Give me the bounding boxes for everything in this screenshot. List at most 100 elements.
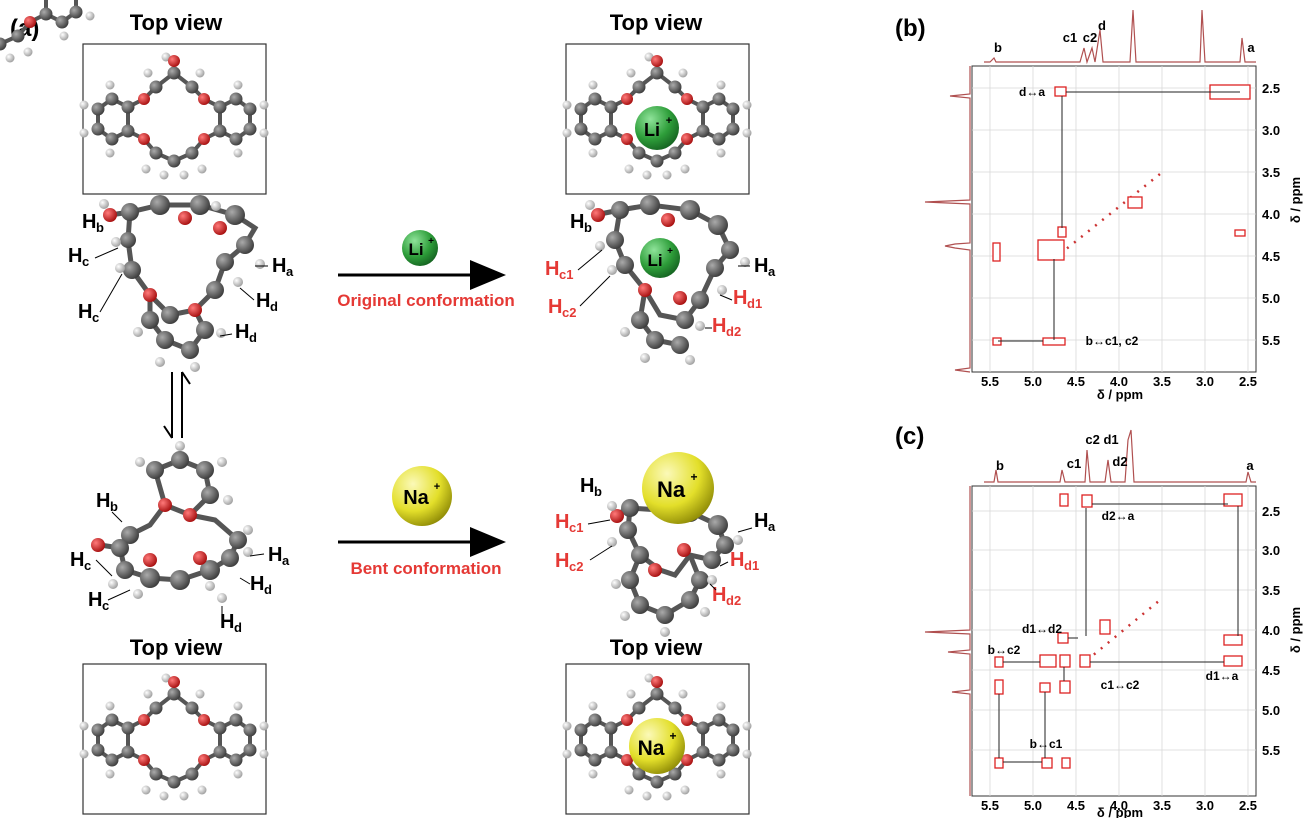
- nmr-b-y-tick-1: 2.5: [1262, 81, 1280, 96]
- nmr-b-y-tick-3: 3.5: [1262, 165, 1280, 180]
- nmr-b-peak-a: a: [1247, 40, 1255, 55]
- top-view-title-br: Top view: [610, 635, 703, 660]
- nmr-c-annot-bc2: b↔c2: [988, 643, 1021, 657]
- hc1-label-3: H: [545, 258, 559, 280]
- hd-sub-2b: d: [234, 620, 242, 635]
- hb-sub-1: b: [96, 220, 104, 235]
- hd1-label-3: H: [733, 287, 747, 309]
- nmr-c-y-tick-6: 5.0: [1262, 703, 1280, 718]
- hb-label-3: H: [570, 211, 584, 233]
- original-conformation-label: Original conformation: [337, 291, 515, 310]
- li-ion-complex-plus: +: [667, 246, 673, 257]
- hd-sub-1a: d: [270, 299, 278, 314]
- hb-label-1: H: [82, 211, 96, 233]
- ha-sub-1: a: [286, 264, 294, 279]
- nmr-b-frame: [971, 65, 1257, 373]
- top-view-title-bl: Top view: [130, 635, 223, 660]
- nmr-c-peak-b: b: [996, 458, 1004, 473]
- hd2-label-4: H: [712, 584, 726, 606]
- top-view-title-tr: Top view: [610, 10, 703, 35]
- nmr-c-x-tick-1: 5.5: [981, 798, 999, 813]
- li-plus-tv: +: [666, 115, 672, 127]
- nmr-c-annot-d1a: d1↔a: [1206, 669, 1239, 683]
- nmr-b-y-tick-6: 5.0: [1262, 291, 1280, 306]
- nmr-b-y-tick-4: 4.0: [1262, 207, 1280, 222]
- bent-conformation-label: Bent conformation: [350, 559, 501, 578]
- ha-label-1: H: [272, 255, 286, 277]
- nmr-c-annot-d1d2: d1↔d2: [1022, 622, 1062, 636]
- nmr-b-y-tick-5: 4.5: [1262, 249, 1280, 264]
- top-view-box-br: [565, 663, 750, 815]
- na-ion-complex-plus: +: [690, 470, 697, 484]
- nmr-b-x-tick-2: 5.0: [1024, 374, 1042, 389]
- hd-label-1a: H: [256, 290, 270, 312]
- hd2-label-3: H: [712, 315, 726, 337]
- ha-label-4: H: [754, 510, 768, 532]
- hd2-sub-3: d2: [726, 324, 741, 339]
- hc-label-1a: H: [68, 245, 82, 267]
- nmr-b-x-tick-6: 3.0: [1196, 374, 1214, 389]
- nmr-b-x-tick-1: 5.5: [981, 374, 999, 389]
- nmr-c-x-tick-3: 4.5: [1067, 798, 1085, 813]
- hc1-sub-3: c1: [559, 267, 573, 282]
- ha-sub-3: a: [768, 264, 776, 279]
- nmr-c-left-spectrum: [924, 486, 971, 796]
- li-ion-reagent-label: Li: [408, 240, 423, 259]
- nmr-c-y-tick-1: 2.5: [1262, 504, 1280, 519]
- nmr-b-y-tick-2: 3.0: [1262, 123, 1280, 138]
- hd-sub-2a: d: [264, 582, 272, 597]
- nmr-c-annot-bc1: b↔c1: [1030, 737, 1063, 751]
- nmr-b-x-tick-3: 4.5: [1067, 374, 1085, 389]
- nmr-c-x-tick-2: 5.0: [1024, 798, 1042, 813]
- nmr-b-annot-bc: b↔c1, c2: [1086, 334, 1139, 348]
- hd1-sub-4: d1: [744, 558, 759, 573]
- hd1-sub-3: d1: [747, 296, 762, 311]
- nmr-c-x-tick-7: 2.5: [1239, 798, 1257, 813]
- na-complex-side-view: [607, 452, 743, 637]
- hc-sub-2a: c: [84, 558, 91, 573]
- ha-label-3: H: [754, 255, 768, 277]
- hd-label-2b: H: [220, 611, 234, 633]
- hd2-sub-4: d2: [726, 593, 741, 608]
- na-ion-label-tv: Na: [638, 737, 665, 760]
- hd-label-2a: H: [250, 573, 264, 595]
- nmr-b-y-axis-label: δ / ppm: [1288, 177, 1303, 223]
- nmr-c-x-tick-6: 3.0: [1196, 798, 1214, 813]
- ha-label-2: H: [268, 544, 282, 566]
- nmr-c-annot-c1c2: c1↔c2: [1101, 678, 1140, 692]
- li-ion-reagent: [402, 230, 438, 266]
- nmr-b-peak-d: d: [1098, 18, 1106, 33]
- nmr-c-y-tick-5: 4.5: [1262, 663, 1280, 678]
- hc2-label-3: H: [548, 296, 562, 318]
- na-ion-reagent-label: Na: [403, 487, 429, 509]
- nmr-c-y-tick-4: 4.0: [1262, 623, 1280, 638]
- hc-sub-2b: c: [102, 598, 109, 613]
- hc2-label-4: H: [555, 550, 569, 572]
- nmr-c-peak-c2d1: c2 d1: [1085, 432, 1118, 447]
- nmr-c-peak-c1: c1: [1067, 456, 1081, 471]
- hb-sub-3: b: [584, 220, 592, 235]
- hc2-sub-3: c2: [562, 305, 576, 320]
- hb-sub-2: b: [110, 499, 118, 514]
- hc-sub-1b: c: [92, 310, 99, 325]
- hb-sub-4: b: [594, 484, 602, 499]
- nmr-c-y-tick-3: 3.5: [1262, 583, 1280, 598]
- hd1-label-4: H: [730, 549, 744, 571]
- top-view-box-tr: [565, 43, 750, 195]
- panel-c-label: (c): [895, 423, 924, 450]
- li-ion-reagent-plus: +: [428, 236, 434, 247]
- top-view-title-tl: Top view: [130, 10, 223, 35]
- hc-label-2b: H: [88, 589, 102, 611]
- crown-ether-top-view: [0, 0, 95, 63]
- nmr-b-top-spectrum: [984, 9, 1256, 65]
- hc1-label-4: H: [555, 511, 569, 533]
- nmr-b-y-tick-7: 5.5: [1262, 333, 1280, 348]
- hd-label-1b: H: [235, 321, 249, 343]
- crown-ether-side-bent: [91, 441, 253, 603]
- nmr-c-annot-d2a: d2↔a: [1102, 509, 1135, 523]
- li-ion-complex-label: Li: [647, 251, 662, 270]
- crown-ether-side-original: [99, 195, 265, 372]
- hc1-sub-4: c1: [569, 520, 583, 535]
- li-ion-label-tv: Li: [644, 120, 660, 140]
